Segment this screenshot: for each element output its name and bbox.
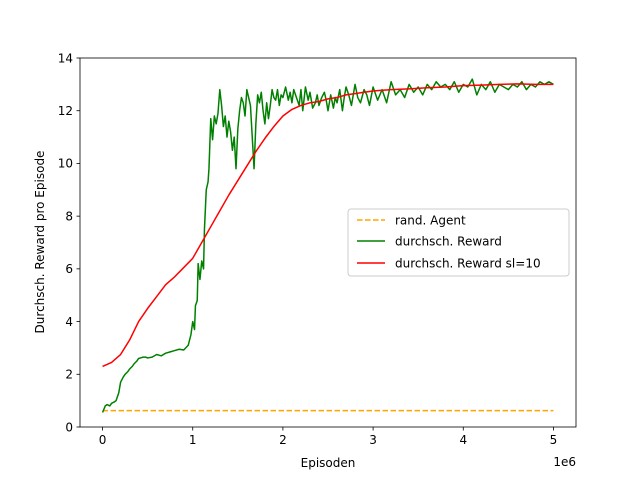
x-tick-label: 4 <box>459 433 467 447</box>
plot-lines <box>101 78 554 413</box>
y-tick-label: 6 <box>65 262 73 276</box>
x-axis-offset-label: 1e6 <box>553 455 576 469</box>
y-tick-label: 0 <box>65 420 73 434</box>
x-axis-ticks: 0 1 2 3 4 5 <box>99 427 558 447</box>
legend-box <box>347 208 570 277</box>
x-tick-label: 2 <box>279 433 287 447</box>
y-tick-label: 2 <box>65 368 73 382</box>
y-tick-label: 14 <box>58 51 73 65</box>
x-tick-label: 5 <box>550 433 558 447</box>
y-tick-label: 8 <box>65 209 73 223</box>
x-tick-label: 1 <box>189 433 197 447</box>
legend-label-avg-reward: durchsch. Reward <box>395 235 502 249</box>
x-axis-label: Episoden <box>301 456 356 470</box>
y-tick-label: 4 <box>65 315 73 329</box>
legend-label-avg-reward-sl10: durchsch. Reward sl=10 <box>395 257 541 271</box>
x-tick-label: 0 <box>99 433 107 447</box>
series-line-avg-reward-sl10 <box>102 83 554 368</box>
y-axis-label: Durchsch. Reward pro Episode <box>33 151 47 334</box>
y-axis-ticks: 0 2 4 6 8 10 12 14 <box>58 51 80 434</box>
x-tick-label: 3 <box>369 433 377 447</box>
y-tick-label: 10 <box>58 157 73 171</box>
y-tick-label: 12 <box>58 104 73 118</box>
legend: rand. Agent durchsch. Reward durchsch. R… <box>347 208 570 277</box>
legend-label-rand-agent: rand. Agent <box>395 214 466 228</box>
plot-area-frame <box>79 57 577 428</box>
